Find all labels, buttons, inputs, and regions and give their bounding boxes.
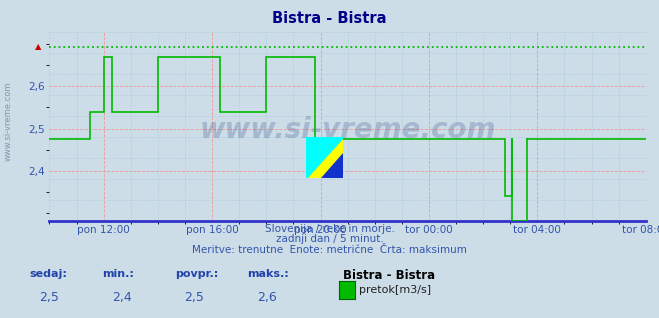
Text: povpr.:: povpr.: bbox=[175, 269, 218, 279]
Text: Meritve: trenutne  Enote: metrične  Črta: maksimum: Meritve: trenutne Enote: metrične Črta: … bbox=[192, 245, 467, 254]
Text: www.si-vreme.com: www.si-vreme.com bbox=[3, 81, 13, 161]
Text: ▲: ▲ bbox=[35, 42, 42, 51]
Text: 2,5: 2,5 bbox=[40, 291, 59, 304]
Text: Bistra - Bistra: Bistra - Bistra bbox=[343, 269, 435, 282]
Text: Bistra - Bistra: Bistra - Bistra bbox=[272, 11, 387, 26]
Polygon shape bbox=[306, 137, 343, 178]
Text: sedaj:: sedaj: bbox=[30, 269, 67, 279]
Text: maks.:: maks.: bbox=[247, 269, 289, 279]
Text: zadnji dan / 5 minut.: zadnji dan / 5 minut. bbox=[275, 234, 384, 244]
Polygon shape bbox=[321, 153, 343, 178]
Text: min.:: min.: bbox=[102, 269, 134, 279]
Text: www.si-vreme.com: www.si-vreme.com bbox=[200, 116, 496, 144]
Text: 2,5: 2,5 bbox=[185, 291, 204, 304]
Polygon shape bbox=[306, 137, 343, 178]
Text: 2,4: 2,4 bbox=[112, 291, 132, 304]
Text: pretok[m3/s]: pretok[m3/s] bbox=[359, 285, 431, 295]
Text: 2,6: 2,6 bbox=[257, 291, 277, 304]
Text: Slovenija / reke in morje.: Slovenija / reke in morje. bbox=[264, 224, 395, 234]
